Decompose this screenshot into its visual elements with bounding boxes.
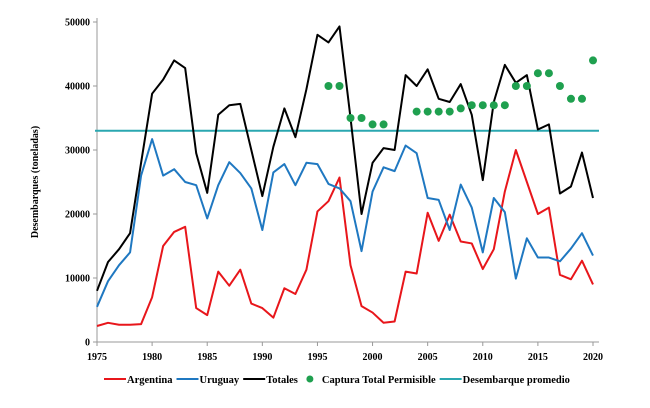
legend-item-totales: Totales — [243, 375, 298, 386]
ctp-point — [335, 82, 344, 90]
legend-label: Totales — [266, 375, 298, 386]
y-tick-label: 20000 — [65, 210, 90, 221]
x-tick-label: 2015 — [528, 352, 548, 363]
chart-marks — [95, 25, 599, 327]
legend: Argentina Uruguay Totales Captura Total Per… — [104, 375, 570, 386]
ctp-point — [368, 120, 377, 129]
ctp-point — [357, 114, 366, 122]
legend-label: Argentina — [127, 375, 173, 386]
x-tick-label: 2000 — [363, 352, 383, 363]
ctp-point — [423, 107, 432, 116]
ctp-point — [379, 120, 388, 129]
legend-label: Captura Total Permisible — [322, 375, 436, 386]
ctp-point — [522, 82, 531, 90]
legend-label: Desembarque promedio — [463, 375, 570, 386]
axes: 0 10000 20000 30000 40000 50000 1975 1980 1985 19… — [65, 18, 603, 364]
x-tick-label: 1985 — [197, 352, 217, 363]
legend-item-uruguay: Uruguay — [176, 375, 240, 386]
y-tick-label: 10000 — [65, 274, 90, 285]
legend-item-captura-total-permisible: Captura Total Permisible — [306, 375, 436, 386]
ctp-point — [577, 94, 586, 103]
x-tick-label: 1980 — [142, 352, 162, 363]
ctp-point — [445, 107, 454, 116]
ctp-point — [456, 104, 465, 113]
ctp-point — [544, 69, 553, 78]
ctp-point — [346, 114, 355, 122]
ctp-point — [434, 107, 443, 116]
ctp-point — [500, 101, 509, 110]
legend-item-desembarque-promedio: Desembarque promedio — [439, 375, 570, 386]
y-tick-label: 50000 — [65, 18, 90, 29]
x-tick-label: 1995 — [307, 352, 327, 363]
y-tick-label: 40000 — [65, 82, 90, 93]
ctp-point — [412, 107, 421, 116]
x-tick-label: 2020 — [583, 352, 603, 363]
ctp-point — [566, 94, 575, 103]
legend-item-argentina: Argentina — [104, 375, 173, 386]
ctp-point — [478, 101, 487, 110]
legend-marker — [306, 375, 314, 383]
y-tick-label: 30000 — [65, 146, 90, 157]
ctp-point — [555, 82, 564, 90]
y-tick-label: 0 — [85, 338, 90, 349]
legend-label: Uruguay — [200, 375, 240, 386]
series-totales — [96, 25, 594, 292]
ctp-point — [489, 101, 498, 110]
x-tick-label: 1975 — [87, 352, 107, 363]
y-axis-label: Desembarques (toneladas) — [30, 126, 41, 238]
ctp-point — [467, 101, 476, 110]
x-tick-label: 2010 — [473, 352, 493, 363]
series-captura-total-permisible — [324, 56, 597, 129]
series-uruguay — [96, 138, 594, 308]
series-argentina — [96, 149, 594, 327]
ctp-point — [589, 56, 597, 65]
x-tick-label: 1990 — [252, 352, 272, 363]
ctp-point — [511, 82, 520, 90]
ctp-point — [324, 82, 333, 90]
x-tick-label: 2005 — [418, 352, 438, 363]
ctp-point — [533, 69, 542, 78]
